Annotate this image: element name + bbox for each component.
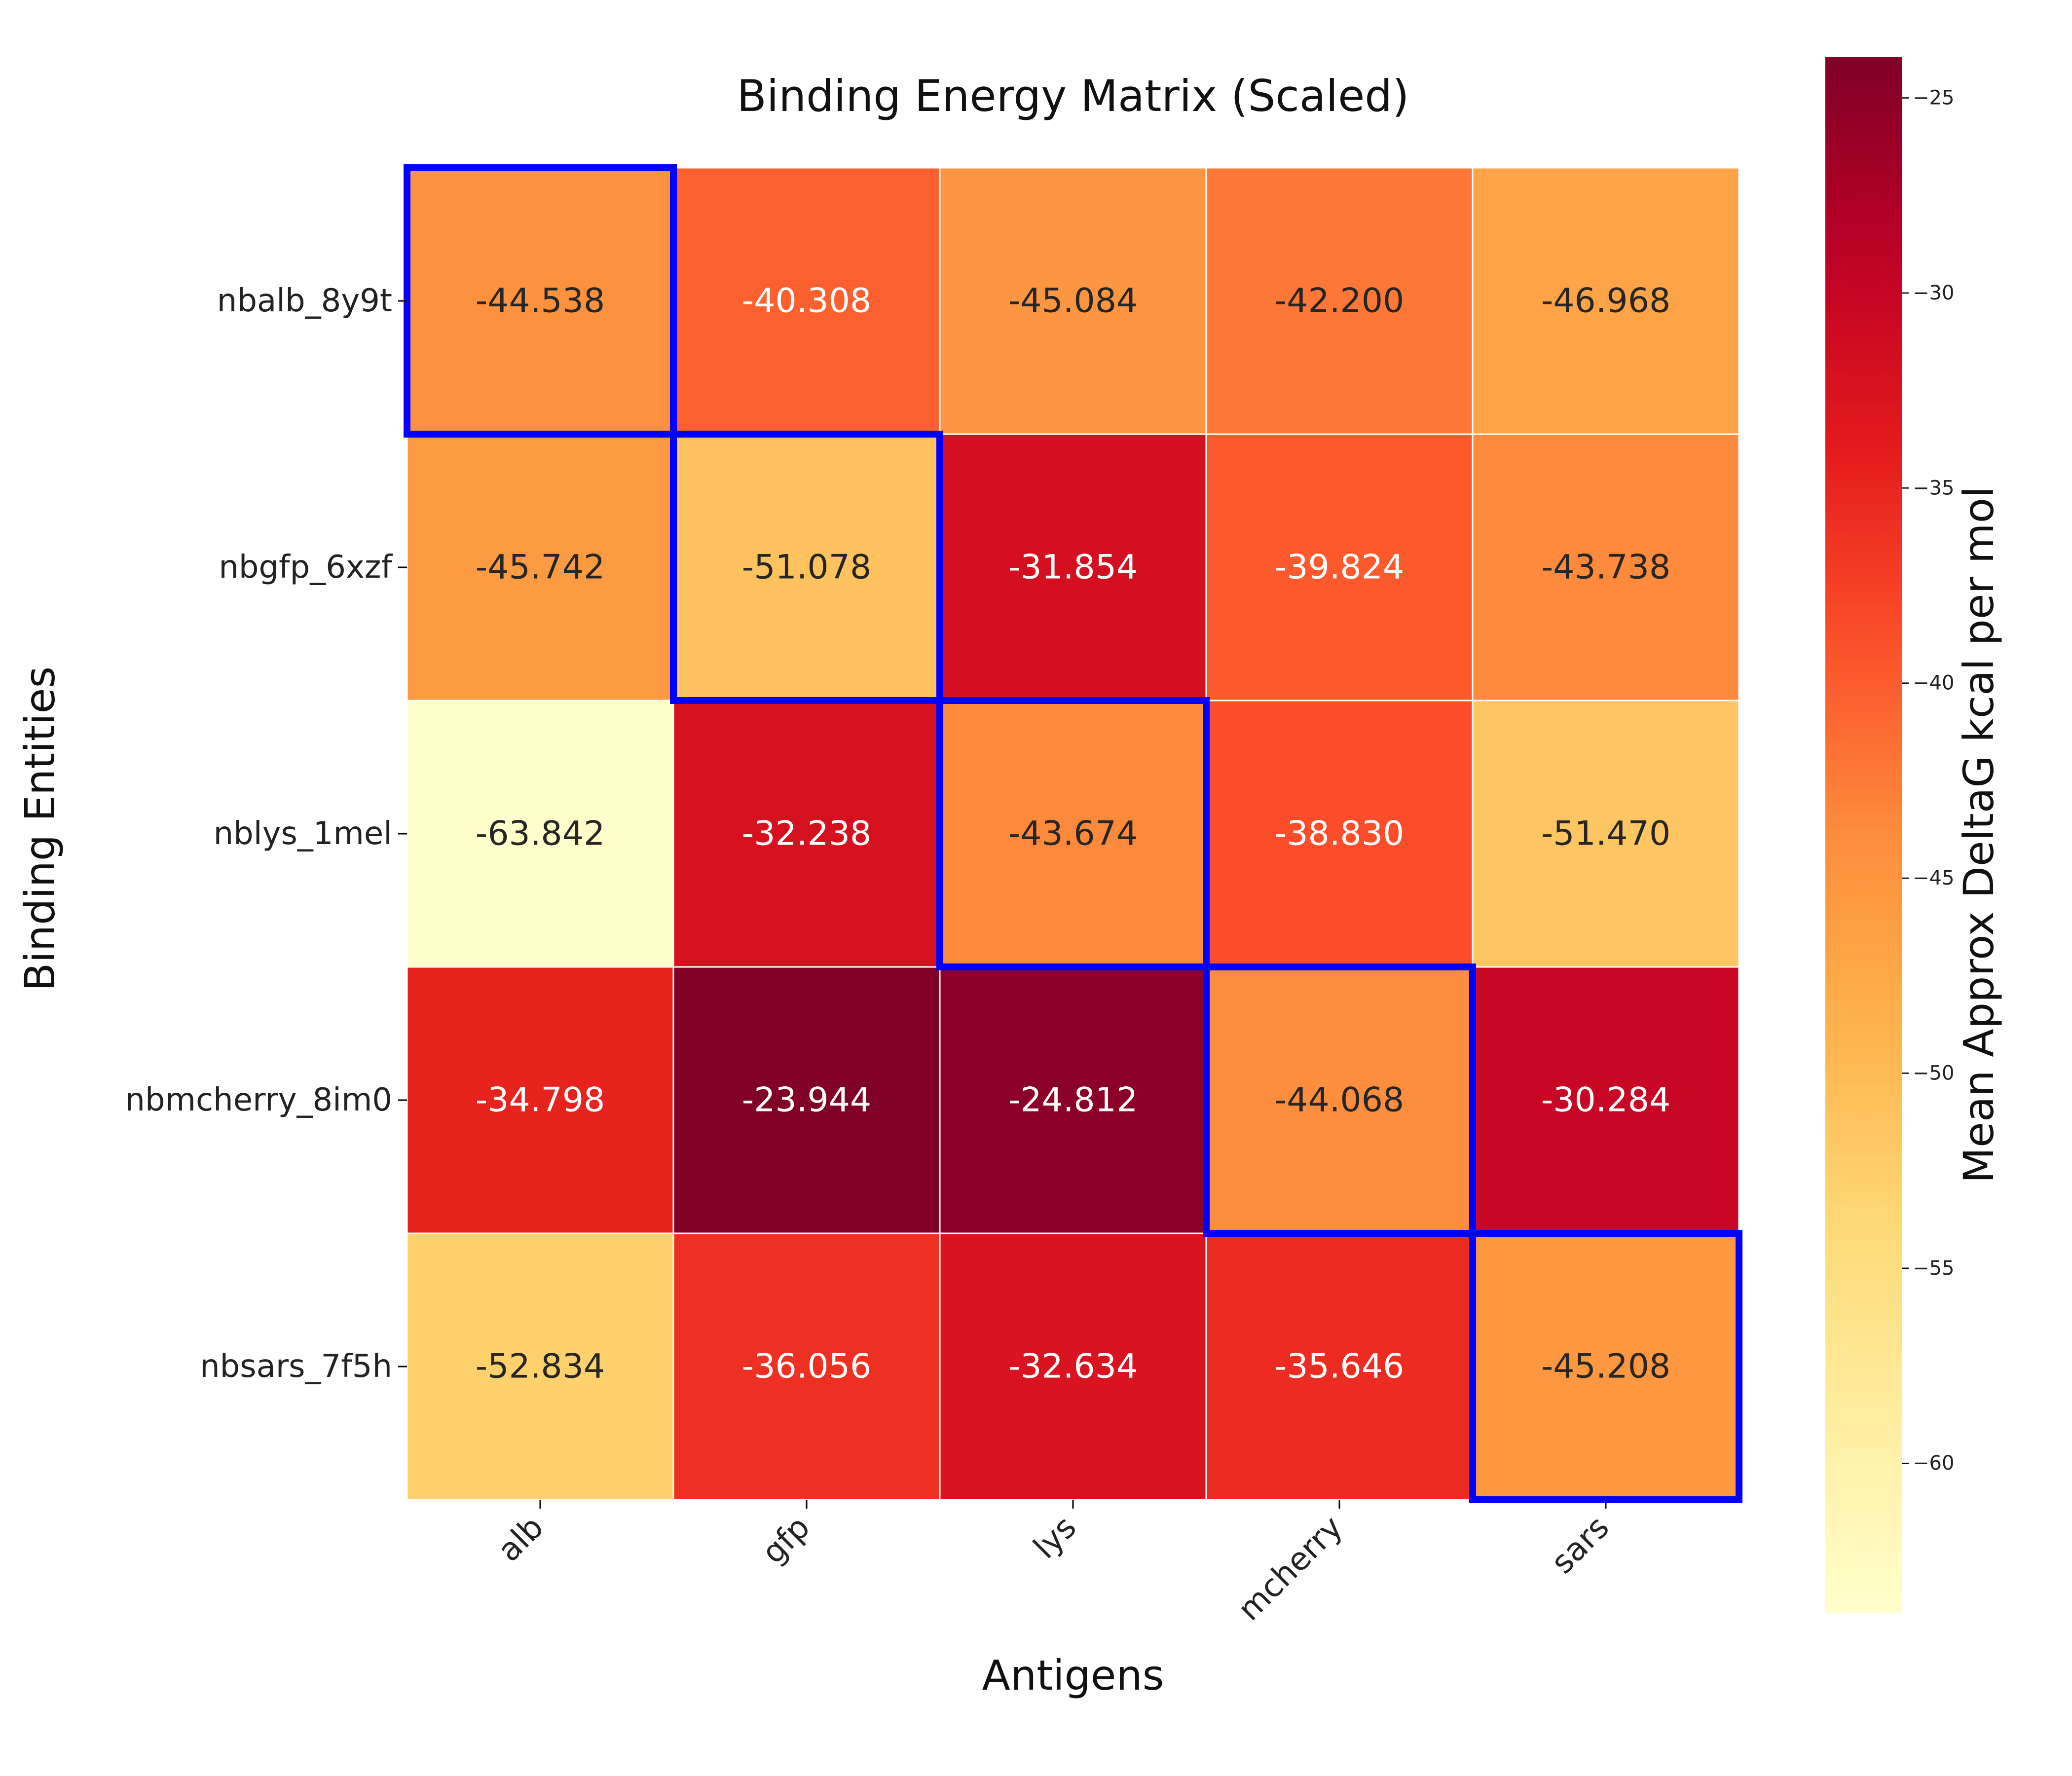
colorbar-tick-label: −45 — [1913, 867, 1954, 889]
x-tick-label: mcherry — [1231, 1509, 1350, 1628]
heatmap-cell — [672, 1232, 941, 1501]
cell-value-label: -30.284 — [1541, 1081, 1670, 1120]
highlight-box — [670, 431, 943, 704]
heatmap-cell — [1472, 966, 1740, 1234]
heatmap-cell — [1205, 167, 1474, 435]
highlight-box — [936, 697, 1210, 970]
heatmap-cell — [1472, 167, 1740, 435]
cell-value-label: -35.646 — [1275, 1347, 1404, 1386]
cell-value-label: -51.470 — [1541, 814, 1670, 853]
cell-value-label: -24.812 — [1008, 1081, 1138, 1120]
colorbar — [1825, 57, 1902, 1613]
heatmap-cell — [672, 700, 941, 968]
cell-value-label: -51.078 — [742, 548, 871, 587]
heatmap-cell — [939, 1232, 1207, 1501]
x-axis-ticks: alb gfp lys mcherry sars — [491, 1500, 1616, 1628]
y-tick-label: nblys_1mel — [214, 815, 392, 852]
cell-value-label: -23.944 — [742, 1081, 871, 1120]
x-tick-label: lys — [1027, 1509, 1083, 1566]
x-tick-label: sars — [1544, 1509, 1616, 1581]
cell-value-label: -32.238 — [742, 814, 871, 853]
x-tick-label: gfp — [755, 1509, 817, 1571]
cell-value-label: -45.084 — [1008, 282, 1138, 321]
cell-value-label: -39.824 — [1275, 548, 1404, 587]
colorbar-label: Mean Approx DeltaG kcal per mol — [1955, 486, 2003, 1184]
heatmap-cell — [1472, 1232, 1740, 1501]
colorbar-tick-label: −55 — [1913, 1257, 1954, 1280]
y-tick-label: nbmcherry_8im0 — [125, 1082, 392, 1118]
heatmap-cell — [1205, 966, 1474, 1234]
heatmap-cell — [406, 1232, 674, 1501]
cell-value-label: -38.830 — [1275, 814, 1404, 853]
colorbar-tick-label: −25 — [1913, 87, 1954, 110]
y-tick-label: nbalb_8y9t — [217, 283, 392, 319]
heatmap-cell — [939, 966, 1207, 1234]
y-tick-label: nbgfp_6xzf — [219, 549, 393, 586]
cell-value-label: -44.068 — [1275, 1081, 1404, 1120]
heatmap-cell — [672, 966, 941, 1234]
heatmap-cell — [939, 167, 1207, 435]
heatmap-cell — [406, 433, 674, 702]
highlight-box — [1203, 963, 1476, 1237]
heatmap-cells: -44.538 -40.308 -45.084 -42.200 -46.968 -45.7… — [406, 167, 1740, 1501]
y-tick-label: nbsars_7f5h — [200, 1348, 392, 1385]
cell-value-label: -43.674 — [1008, 814, 1138, 853]
heatmap-cell — [406, 167, 674, 435]
colorbar-tick-label: −40 — [1913, 672, 1954, 695]
heatmap-cell — [672, 433, 941, 702]
cell-value-label: -52.834 — [476, 1347, 605, 1386]
cell-value-label: -31.854 — [1008, 548, 1138, 587]
cell-value-label: -34.798 — [476, 1081, 605, 1120]
heatmap-cell — [1472, 700, 1740, 968]
cell-value-label: -46.968 — [1541, 282, 1670, 321]
cell-value-label: -42.200 — [1275, 282, 1404, 321]
cell-value-label: -36.056 — [742, 1347, 871, 1386]
cell-value-label: -40.308 — [742, 282, 871, 321]
heatmap-cell — [939, 433, 1207, 702]
heatmap-cell — [1472, 433, 1740, 702]
y-axis-label: Binding Entities — [16, 666, 64, 991]
heatmap-cell — [939, 700, 1207, 968]
cell-value-label: -43.738 — [1541, 548, 1670, 587]
x-tick-label: alb — [491, 1509, 551, 1569]
cell-value-label: -45.208 — [1541, 1347, 1670, 1386]
cell-value-label: -63.842 — [476, 814, 605, 853]
colorbar-tick-label: −35 — [1913, 477, 1954, 499]
heatmap-cell — [672, 167, 941, 435]
y-axis-ticks: nbalb_8y9t nbgfp_6xzf nblys_1mel nbmcherry_… — [125, 283, 407, 1385]
cell-value-label: -44.538 — [476, 282, 605, 321]
colorbar-tick-label: −30 — [1913, 282, 1954, 304]
cell-value-label: -45.742 — [476, 548, 605, 587]
chart-title: Binding Energy Matrix (Scaled) — [737, 71, 1409, 121]
colorbar-ticks: −25 −30 −35 −40 −45 −50 −55 −60 — [1902, 87, 1954, 1475]
cell-value-label: -32.634 — [1008, 1347, 1138, 1386]
heatmap-cell — [1205, 700, 1474, 968]
x-axis-label: Antigens — [982, 1651, 1164, 1700]
colorbar-tick-label: −50 — [1913, 1062, 1954, 1084]
colorbar-tick-label: −60 — [1913, 1452, 1954, 1475]
